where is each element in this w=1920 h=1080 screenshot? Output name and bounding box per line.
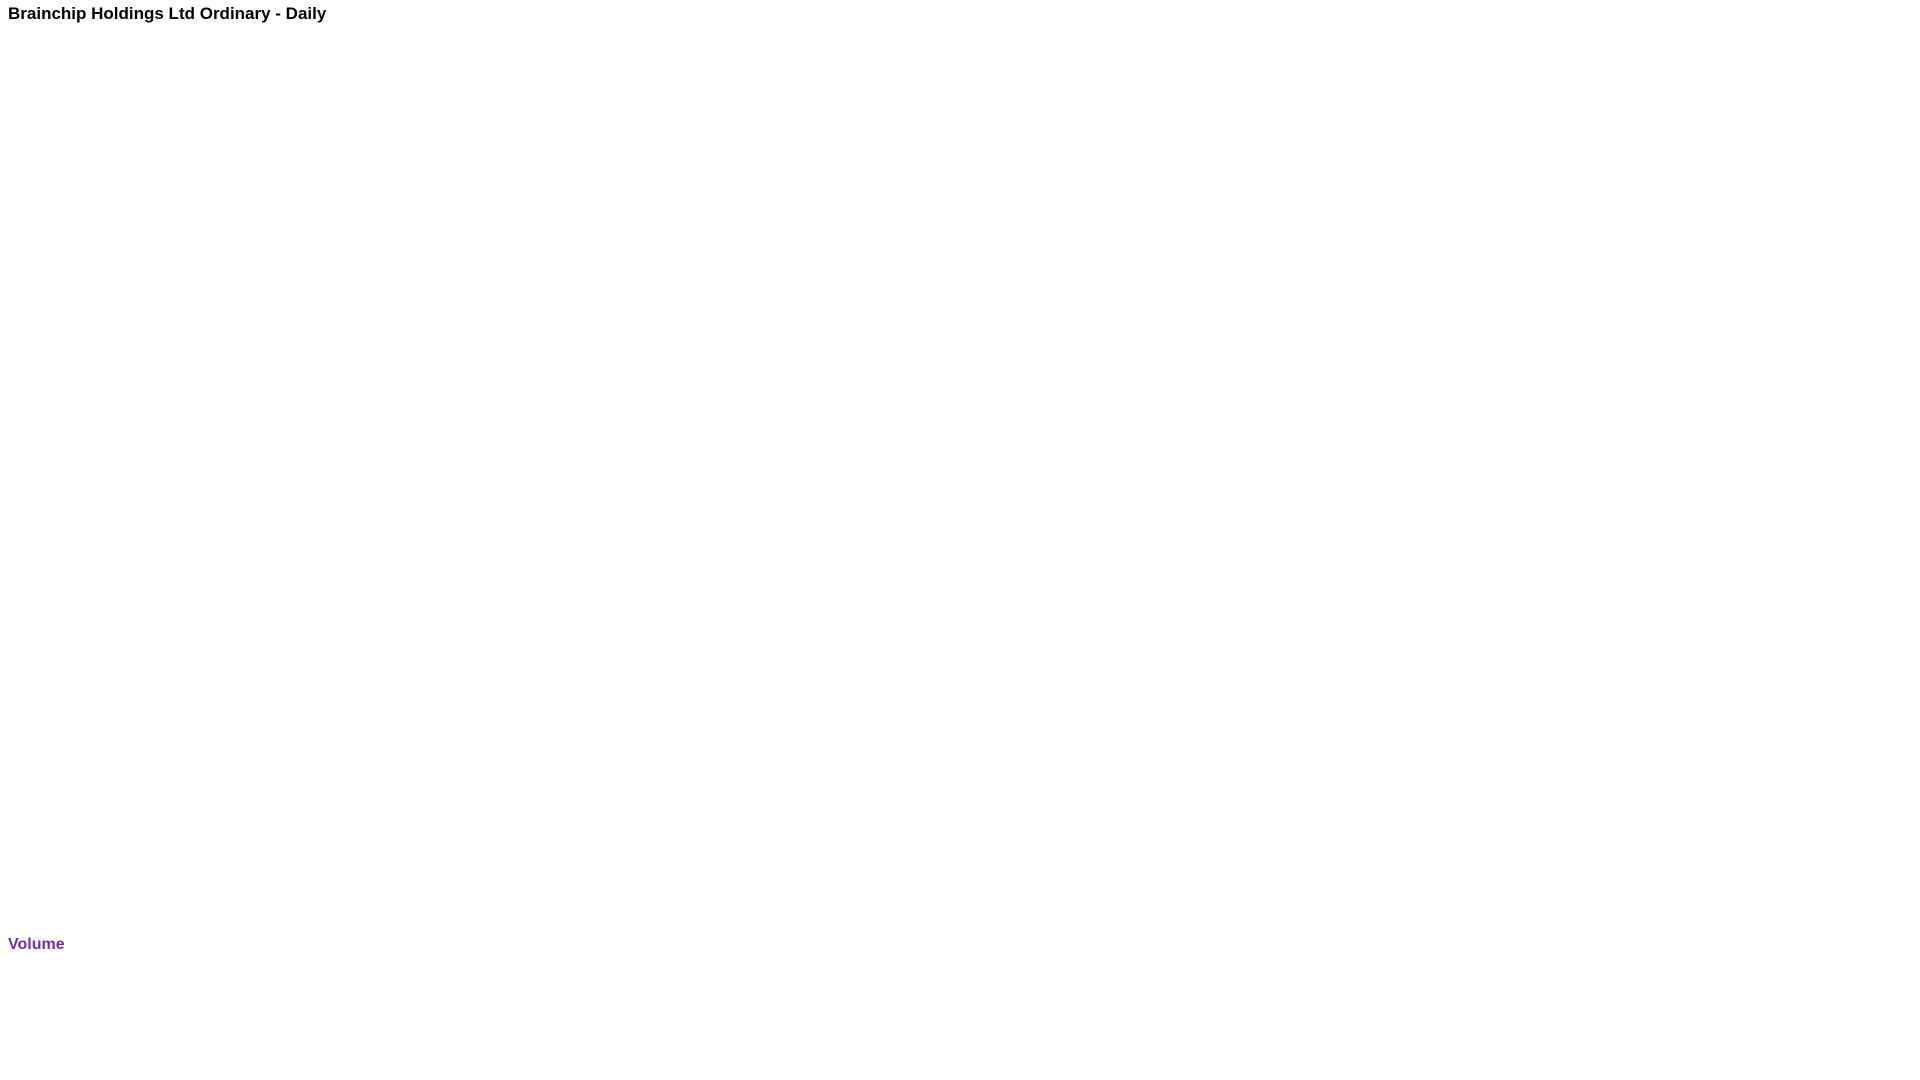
chart-title: Brainchip Holdings Ltd Ordinary - Daily [8,4,327,23]
volume-panel-label: Volume [8,936,65,953]
